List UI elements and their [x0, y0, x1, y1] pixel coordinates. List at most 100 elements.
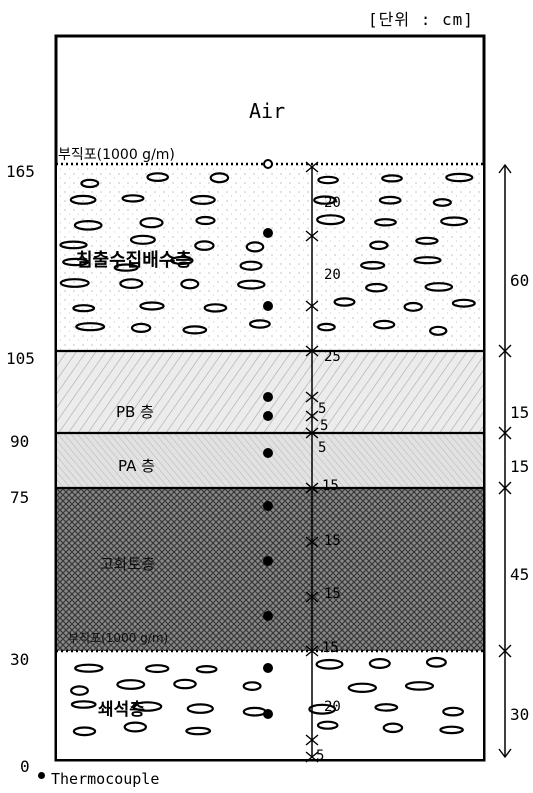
inner-dimension-label: 20	[324, 699, 341, 715]
geotextile-bottom-label: 부직포(1000 g/m)	[68, 631, 168, 645]
thermocouple-point	[263, 611, 273, 621]
gravel-particle	[69, 194, 97, 205]
gravel-particle	[245, 241, 265, 253]
right-dimension-tick	[498, 344, 512, 358]
gravel-particle	[248, 319, 271, 329]
inner-dimension-label: 25	[324, 349, 341, 365]
gravel-particle	[368, 657, 391, 669]
thermocouple-top-marker	[263, 159, 273, 169]
gravel-particle	[442, 706, 465, 717]
gravel-particle	[186, 703, 214, 714]
gravel-particle	[194, 240, 215, 251]
gravel-particle	[404, 681, 435, 691]
right-thickness-label: 30	[510, 705, 529, 724]
inner-dimension-label: 5	[318, 440, 326, 456]
depth-label: 165	[6, 162, 35, 181]
gravel-particle	[59, 278, 90, 288]
inner-dimension-label: 5	[318, 401, 326, 417]
inner-dimension-tick	[305, 161, 319, 173]
thermocouple-point	[263, 301, 273, 311]
depth-label: 90	[10, 432, 29, 451]
gravel-particle	[72, 304, 96, 313]
gravel-particle	[239, 260, 263, 271]
gravel-particle	[139, 217, 164, 229]
gravel-particle	[378, 195, 402, 205]
gravel-particle	[237, 279, 266, 290]
right-thickness-label: 15	[510, 403, 529, 422]
gravel-particle	[73, 220, 103, 231]
inner-dimension-label: 5	[320, 418, 328, 434]
gravel-particle	[113, 263, 139, 272]
gravel-particle	[381, 174, 403, 183]
gravel-particle	[439, 725, 464, 735]
thermocouple-point	[263, 663, 273, 673]
gravel-particle	[75, 322, 106, 332]
inner-dimension-tick	[305, 536, 319, 548]
gravel-particle	[413, 256, 442, 265]
thermocouple-legend-icon	[38, 772, 45, 779]
thermocouple-point	[263, 411, 273, 421]
right-dimension-tick	[498, 426, 512, 440]
legend: Thermocouple	[38, 770, 159, 788]
air-label: Air	[249, 99, 285, 123]
gravel-particle	[440, 216, 469, 227]
gravel-particle	[315, 658, 344, 670]
right-dimension-tick	[498, 748, 512, 759]
layer-label-solidified: 고화토층	[100, 555, 155, 573]
inner-dimension-label: 15	[322, 640, 339, 656]
right-thickness-label: 60	[510, 271, 529, 290]
gravel-particle	[129, 234, 156, 245]
gravel-particle	[451, 298, 476, 308]
inner-dimension-tick	[305, 410, 319, 422]
layer-label-leachate: 침출수집배수층	[76, 250, 192, 271]
gravel-particle	[132, 701, 163, 712]
gravel-particles-bottom	[70, 656, 465, 737]
gravel-particle	[170, 255, 194, 266]
thermocouple-points	[263, 228, 273, 719]
gravel-particle	[203, 303, 228, 313]
gravel-particle	[195, 665, 218, 674]
gravel-particle	[415, 236, 439, 245]
layer-label-pb: PB 층	[116, 403, 154, 421]
inner-dimension-tick	[305, 645, 319, 657]
thermocouple-point	[263, 392, 273, 402]
legend-label: Thermocouple	[51, 770, 160, 788]
gravel-particle	[374, 218, 397, 227]
inner-dimension-label: 20	[324, 267, 341, 283]
gravel-particle	[209, 172, 230, 184]
thermocouple-point	[263, 501, 273, 511]
gravel-particle	[189, 194, 216, 205]
thermocouple-point	[263, 709, 273, 719]
gravel-particle	[70, 700, 97, 709]
thermocouple-point	[263, 228, 273, 238]
gravel-particle	[70, 685, 89, 696]
gravel-particle	[333, 297, 356, 307]
inner-dimension-tick	[305, 591, 319, 603]
inner-dimension-label: 20	[324, 195, 341, 211]
layer-pa	[57, 433, 483, 488]
inner-dimension-tick	[305, 734, 319, 746]
gravel-particle	[173, 678, 197, 690]
gravel-particles-top	[59, 172, 476, 336]
gravel-particle	[146, 172, 169, 183]
gravel-particle	[123, 721, 148, 733]
right-dimension-tick	[498, 163, 512, 174]
gravel-particle	[316, 214, 346, 226]
gravel-particle	[80, 178, 100, 189]
inner-dimension-tick	[305, 230, 319, 242]
right-dimension-tick	[498, 481, 512, 495]
gravel-particle	[313, 195, 337, 205]
depth-label: 75	[10, 488, 29, 507]
inner-dimension-label: 15	[322, 478, 339, 494]
gravel-particle	[429, 325, 448, 336]
gravel-particle	[347, 682, 377, 694]
inner-dimension-tick	[305, 751, 319, 763]
right-dimension-labels: 60 15 15 45 30	[510, 271, 529, 724]
depth-label: 30	[10, 650, 29, 669]
gravel-particle	[72, 726, 97, 737]
thermocouple-point	[263, 448, 273, 458]
gravel-particle	[182, 325, 208, 335]
gravel-particle	[62, 257, 90, 267]
gravel-particle	[74, 663, 104, 673]
